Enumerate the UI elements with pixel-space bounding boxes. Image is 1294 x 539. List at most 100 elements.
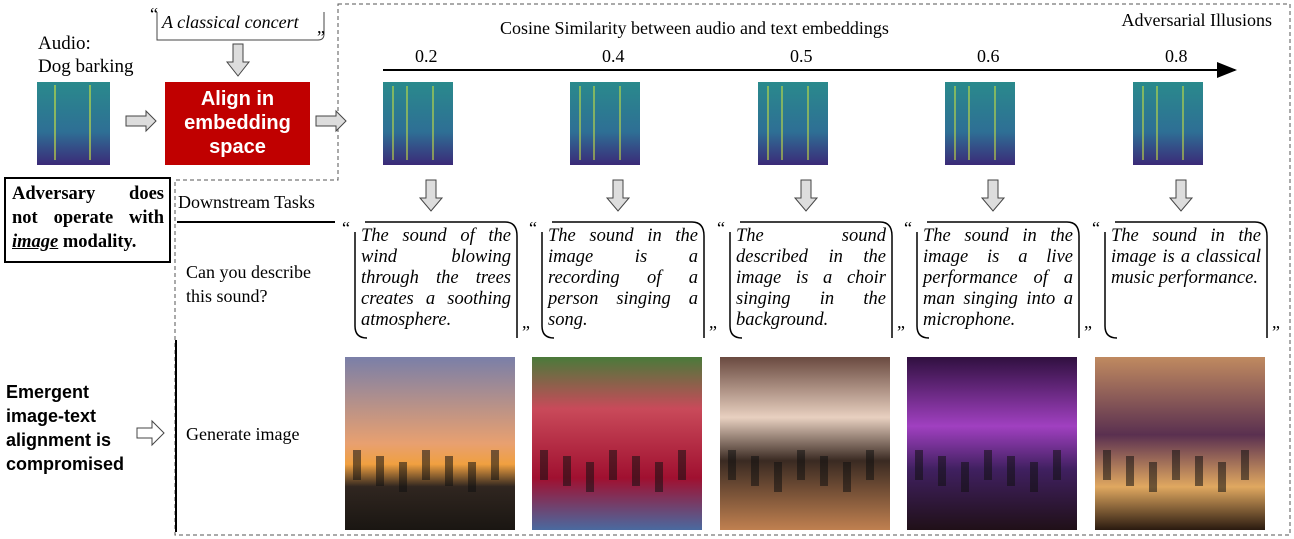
image-bg bbox=[532, 357, 702, 530]
generated-image bbox=[1095, 357, 1265, 530]
audio-label: Audio: Dog barking bbox=[38, 32, 134, 78]
down-arrow bbox=[418, 179, 444, 212]
image-detail bbox=[843, 462, 851, 492]
adversary-box bbox=[4, 177, 171, 263]
image-detail bbox=[1126, 456, 1134, 486]
similarity-label: 0.4 bbox=[602, 46, 625, 66]
image-detail bbox=[1195, 456, 1203, 486]
caption-box bbox=[354, 221, 518, 339]
spectrogram bbox=[758, 82, 828, 165]
image-detail bbox=[797, 450, 805, 480]
caption: The sound in the image is a recording of… bbox=[548, 226, 698, 330]
image-detail bbox=[540, 450, 548, 480]
down-arrow bbox=[793, 179, 819, 212]
open-quote: “ bbox=[529, 218, 537, 238]
image-detail bbox=[961, 462, 969, 492]
image-detail bbox=[915, 450, 923, 480]
align-box-bg bbox=[165, 82, 310, 165]
image-detail bbox=[938, 456, 946, 486]
spectrogram-bg bbox=[758, 82, 828, 165]
down-arrow bbox=[605, 179, 631, 212]
open-quote: “ bbox=[150, 4, 158, 24]
down-arrow bbox=[225, 43, 251, 77]
panel-title: Adversarial Illusions bbox=[1121, 10, 1272, 30]
audio-label-line: Audio: bbox=[38, 33, 91, 54]
open-quote: “ bbox=[717, 218, 725, 238]
caption: The sound in the image is a classical mu… bbox=[1111, 226, 1261, 288]
image-detail bbox=[728, 450, 736, 480]
image-detail bbox=[422, 450, 430, 480]
image-detail bbox=[751, 456, 759, 486]
spectrogram bbox=[1133, 82, 1203, 165]
image-detail bbox=[399, 462, 407, 492]
generated-image bbox=[720, 357, 890, 530]
right-arrow bbox=[136, 419, 165, 447]
image-detail bbox=[655, 462, 663, 492]
down-arrow bbox=[980, 179, 1006, 212]
open-quote: “ bbox=[342, 218, 350, 238]
close-quote: ” bbox=[709, 322, 717, 342]
image-detail bbox=[820, 456, 828, 486]
image-detail bbox=[1030, 462, 1038, 492]
similarity-label: 0.2 bbox=[415, 46, 438, 66]
image-detail bbox=[491, 450, 499, 480]
note-part: image bbox=[12, 232, 59, 252]
audio-spectrogram bbox=[37, 82, 110, 165]
task-describe: Can you describe this sound? bbox=[186, 262, 311, 306]
image-bg bbox=[1095, 357, 1265, 530]
image-detail bbox=[774, 462, 782, 492]
generated-image bbox=[345, 357, 515, 530]
right-arrow bbox=[315, 109, 347, 133]
open-quote: “ bbox=[1092, 218, 1100, 238]
image-detail bbox=[1053, 450, 1061, 480]
caption: The sound described in the image is a ch… bbox=[736, 226, 886, 330]
caption-box bbox=[541, 221, 705, 339]
spectrogram bbox=[570, 82, 640, 165]
caption-box bbox=[916, 221, 1080, 339]
generated-image bbox=[907, 357, 1077, 530]
down-arrow bbox=[1168, 179, 1194, 212]
target-text: A classical concert bbox=[162, 12, 299, 32]
image-detail bbox=[1007, 456, 1015, 486]
image-detail bbox=[1218, 462, 1226, 492]
caption-box bbox=[729, 221, 893, 339]
close-quote: ” bbox=[1084, 322, 1092, 342]
downstream-title: Downstream Tasks bbox=[178, 192, 315, 212]
emergent-note: Emergent image-text alignment is comprom… bbox=[6, 382, 125, 474]
image-detail bbox=[468, 462, 476, 492]
image-bg bbox=[907, 357, 1077, 530]
audio-label-line: Dog barking bbox=[38, 56, 134, 77]
image-detail bbox=[563, 456, 571, 486]
spectrogram-bg bbox=[945, 82, 1015, 165]
image-detail bbox=[1172, 450, 1180, 480]
image-detail bbox=[1103, 450, 1111, 480]
image-bg bbox=[345, 357, 515, 530]
spectrogram bbox=[945, 82, 1015, 165]
spectrogram bbox=[383, 82, 453, 165]
target-text-box bbox=[156, 12, 325, 41]
spectrogram-bg bbox=[1133, 82, 1203, 165]
close-quote: ” bbox=[1272, 322, 1280, 342]
close-quote: ” bbox=[897, 322, 905, 342]
align-box-text: Align in embedding space bbox=[184, 88, 291, 158]
image-detail bbox=[632, 456, 640, 486]
image-detail bbox=[353, 450, 361, 480]
image-detail bbox=[445, 456, 453, 486]
image-detail bbox=[376, 456, 384, 486]
spectrogram-bg bbox=[383, 82, 453, 165]
right-arrow bbox=[125, 109, 157, 133]
note-part: modality. bbox=[62, 232, 137, 252]
similarity-label: 0.8 bbox=[1165, 46, 1188, 66]
panel-border bbox=[174, 3, 1291, 536]
image-detail bbox=[609, 450, 617, 480]
image-detail bbox=[678, 450, 686, 480]
caption: The sound in the image is a live perform… bbox=[923, 226, 1073, 330]
note-part: Adversary does not operate with bbox=[12, 184, 164, 228]
task-generate: Generate image bbox=[186, 424, 300, 444]
image-detail bbox=[866, 450, 874, 480]
image-detail bbox=[984, 450, 992, 480]
generated-image bbox=[532, 357, 702, 530]
close-quote: ” bbox=[522, 322, 530, 342]
